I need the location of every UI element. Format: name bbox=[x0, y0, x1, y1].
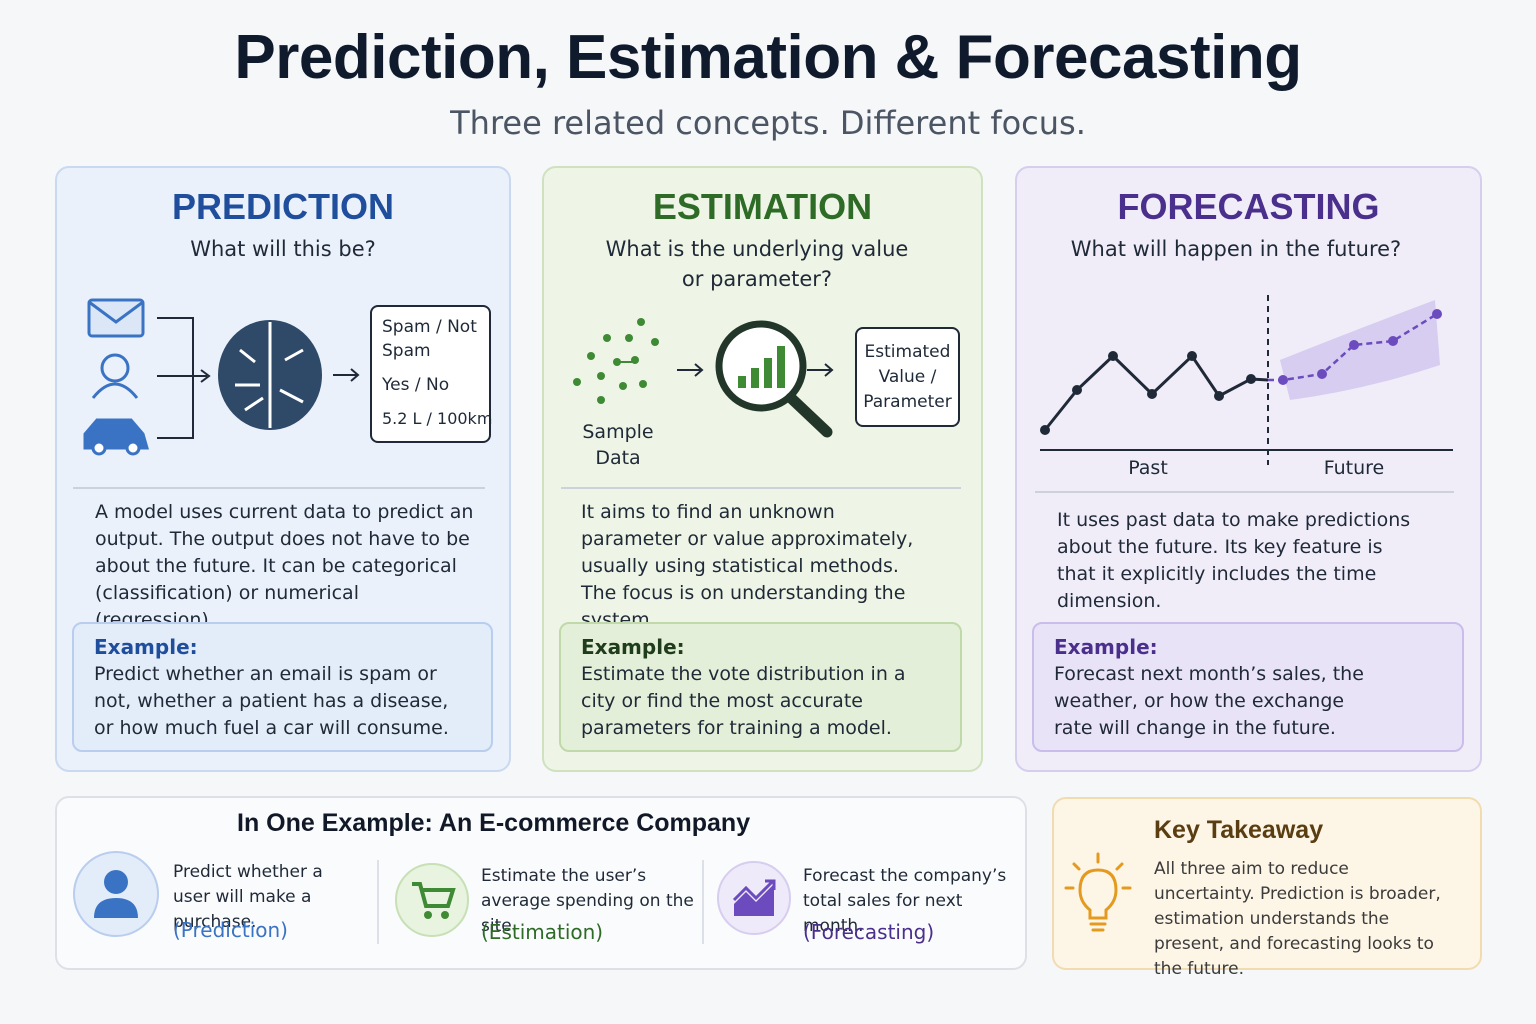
ecommerce-title: In One Example: An E-commerce Company bbox=[237, 809, 751, 837]
card-title: FORECASTING bbox=[1117, 186, 1380, 227]
card-question: What will happen in the future? bbox=[1070, 237, 1402, 261]
example-label: Example: bbox=[1054, 635, 1158, 659]
ecommerce-tag: (Forecasting) bbox=[803, 920, 935, 944]
example-box: Example: Estimate the vote distribution … bbox=[559, 622, 962, 752]
forecast-chart bbox=[1040, 295, 1453, 465]
subtitle: Three related concepts. Different focus. bbox=[450, 104, 1086, 142]
ecommerce-tag: (Prediction) bbox=[173, 918, 288, 942]
divider bbox=[73, 487, 485, 489]
example-label: Example: bbox=[581, 635, 685, 659]
output-label: Estimated Value / Parameter bbox=[863, 341, 952, 412]
divider bbox=[561, 487, 961, 489]
card-question: What is the underlying value or paramete… bbox=[605, 237, 909, 291]
ecommerce-box bbox=[55, 796, 1027, 970]
card-description: It aims to find an unknown parameter or … bbox=[581, 501, 914, 631]
input-label: Sample Data bbox=[582, 421, 654, 469]
ecommerce-text: Forecast the company’s total sales for n… bbox=[803, 866, 1007, 936]
title: Prediction, Estimation & Forecasting bbox=[234, 23, 1302, 92]
card-question: What will this be? bbox=[190, 237, 376, 261]
card-title: PREDICTION bbox=[171, 186, 394, 227]
prediction-diagram bbox=[83, 298, 360, 456]
card-description: It uses past data to make predictions ab… bbox=[1057, 509, 1411, 612]
output-label: Spam / Not Spam bbox=[382, 317, 477, 361]
example-text: Predict whether an email is spam or not,… bbox=[94, 663, 449, 739]
example-text: Estimate the vote distribution in a city… bbox=[581, 663, 906, 739]
card-title: ESTIMATION bbox=[652, 186, 873, 227]
output-box: Spam / Not Spam Yes / No 5.2 L / 100km bbox=[370, 305, 493, 443]
output-box: Estimated Value / Parameter bbox=[855, 327, 960, 427]
ecommerce-text: Estimate the user’s average spending on … bbox=[481, 866, 694, 936]
example-box: Example: Predict whether an email is spa… bbox=[72, 622, 493, 752]
axis-label: Future bbox=[1323, 457, 1385, 479]
output-label: 5.2 L / 100km bbox=[382, 409, 493, 428]
example-box: Example: Forecast next month’s sales, th… bbox=[1032, 622, 1464, 752]
divider bbox=[1035, 491, 1454, 493]
bulb-icon bbox=[1064, 852, 1132, 932]
example-label: Example: bbox=[94, 635, 198, 659]
ecommerce-icons bbox=[73, 851, 791, 944]
takeaway-title: Key Takeaway bbox=[1154, 816, 1324, 844]
axis-label: Past bbox=[1128, 457, 1168, 479]
ecommerce-tag: (Estimation) bbox=[481, 920, 604, 944]
takeaway-box bbox=[1052, 797, 1482, 970]
output-label: Yes / No bbox=[382, 375, 450, 395]
ecommerce-text: Predict whether a user will make a purch… bbox=[173, 862, 323, 932]
takeaway-text: All three aim to reduce uncertainty. Pre… bbox=[1154, 859, 1441, 979]
card-description: A model uses current data to predict an … bbox=[95, 501, 474, 631]
estimation-diagram bbox=[573, 318, 834, 438]
example-text: Forecast next month’s sales, the weather… bbox=[1054, 663, 1364, 739]
